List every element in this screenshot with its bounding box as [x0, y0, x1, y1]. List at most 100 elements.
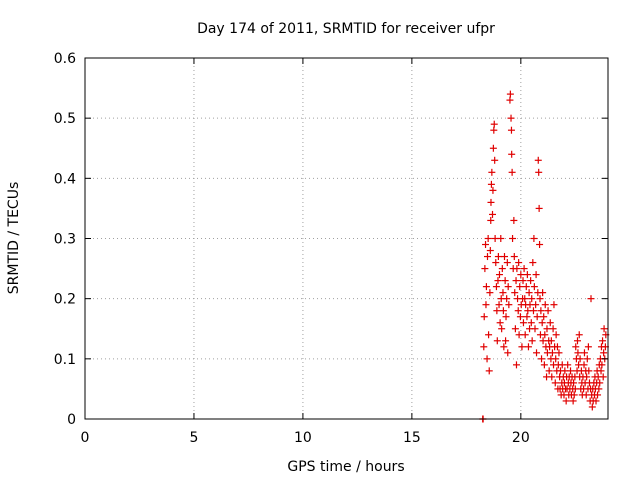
data-point: [564, 361, 572, 369]
data-point: [575, 331, 583, 339]
data-point: [504, 283, 512, 291]
data-point: [500, 253, 508, 261]
data-point: [512, 277, 520, 285]
data-point: [543, 325, 551, 333]
data-point: [503, 259, 511, 267]
data-point: [508, 168, 516, 176]
data-point: [505, 301, 513, 309]
data-point: [540, 313, 548, 321]
data-point: [573, 337, 581, 345]
data-point: [598, 361, 606, 369]
data-point: [550, 301, 558, 309]
data-point: [572, 343, 580, 351]
data-point: [496, 319, 504, 327]
data-point: [511, 289, 519, 297]
data-point: [552, 331, 560, 339]
data-point: [516, 283, 524, 291]
data-point: [536, 241, 544, 249]
data-point: [493, 307, 501, 315]
data-point: [536, 295, 544, 303]
data-point: [512, 361, 520, 369]
data-point: [532, 271, 540, 279]
data-point: [570, 391, 578, 399]
data-point: [549, 325, 557, 333]
data-point: [523, 313, 531, 321]
data-point: [485, 331, 493, 339]
y-tick-label: 0: [67, 412, 76, 428]
data-point: [510, 253, 518, 261]
data-point: [483, 253, 491, 261]
data-point: [499, 307, 507, 315]
data-point: [594, 391, 602, 399]
data-point: [580, 361, 588, 369]
data-point: [499, 289, 507, 297]
tick-labels: 0 5 10 15 20 0 0.1 0.2 0.3 0.4 0.5 0.6: [54, 51, 530, 446]
data-point: [569, 397, 577, 405]
x-tick-label: 20: [512, 430, 530, 446]
data-point: [517, 271, 525, 279]
data-point: [576, 355, 584, 363]
data-point: [585, 367, 593, 375]
data-point: [487, 180, 495, 188]
data-point: [481, 265, 489, 273]
data-point: [509, 235, 517, 242]
data-point: [537, 307, 545, 315]
data-point: [533, 349, 541, 357]
data-point: [501, 277, 509, 285]
data-point: [490, 120, 498, 128]
data-point: [489, 186, 497, 194]
x-tick-label: 0: [81, 430, 90, 446]
data-point: [511, 325, 519, 333]
data-point: [493, 337, 501, 345]
data-point: [538, 355, 546, 363]
data-point: [546, 319, 554, 327]
data-point: [527, 319, 535, 327]
data-point: [541, 331, 549, 339]
grid-lines: [85, 58, 608, 419]
data-point: [494, 253, 502, 261]
data-point: [498, 265, 506, 273]
data-point: [521, 295, 529, 303]
data-point: [574, 349, 582, 357]
data-point: [480, 313, 488, 321]
data-point: [584, 343, 592, 351]
data-point: [551, 379, 559, 387]
y-tick-label: 0.4: [54, 171, 76, 187]
data-point: [510, 216, 518, 224]
data-point: [507, 114, 515, 122]
chart-title: Day 174 of 2011, SRMTID for receiver ufp…: [197, 21, 495, 37]
y-axis-label: SRMTID / TECUs: [6, 182, 22, 295]
data-point: [583, 373, 591, 381]
data-point: [552, 355, 560, 363]
data-point: [547, 337, 555, 345]
data-point: [528, 295, 536, 303]
data-point: [599, 337, 607, 345]
y-tick-label: 0.6: [54, 51, 76, 67]
data-point: [524, 343, 532, 351]
data-point: [545, 367, 553, 375]
data-point: [513, 265, 521, 273]
data-point: [519, 277, 527, 285]
data-point: [480, 343, 488, 351]
x-axis-label: GPS time / hours: [287, 459, 404, 475]
x-tick-label: 15: [403, 430, 421, 446]
data-point: [540, 361, 548, 369]
data-point: [600, 325, 608, 333]
data-point: [487, 198, 495, 206]
data-point: [525, 289, 533, 297]
data-point: [507, 126, 515, 134]
data-point: [519, 319, 527, 327]
data-point: [489, 144, 497, 152]
data-point: [530, 235, 538, 242]
x-tick-label: 5: [189, 430, 198, 446]
data-point: [523, 271, 531, 279]
data-point: [529, 307, 537, 315]
data-point: [544, 307, 552, 315]
y-tick-label: 0.1: [54, 352, 76, 368]
data-point: [488, 168, 496, 176]
data-point: [485, 367, 493, 375]
data-point: [548, 349, 556, 357]
data-point: [599, 373, 607, 381]
data-point: [596, 379, 604, 387]
